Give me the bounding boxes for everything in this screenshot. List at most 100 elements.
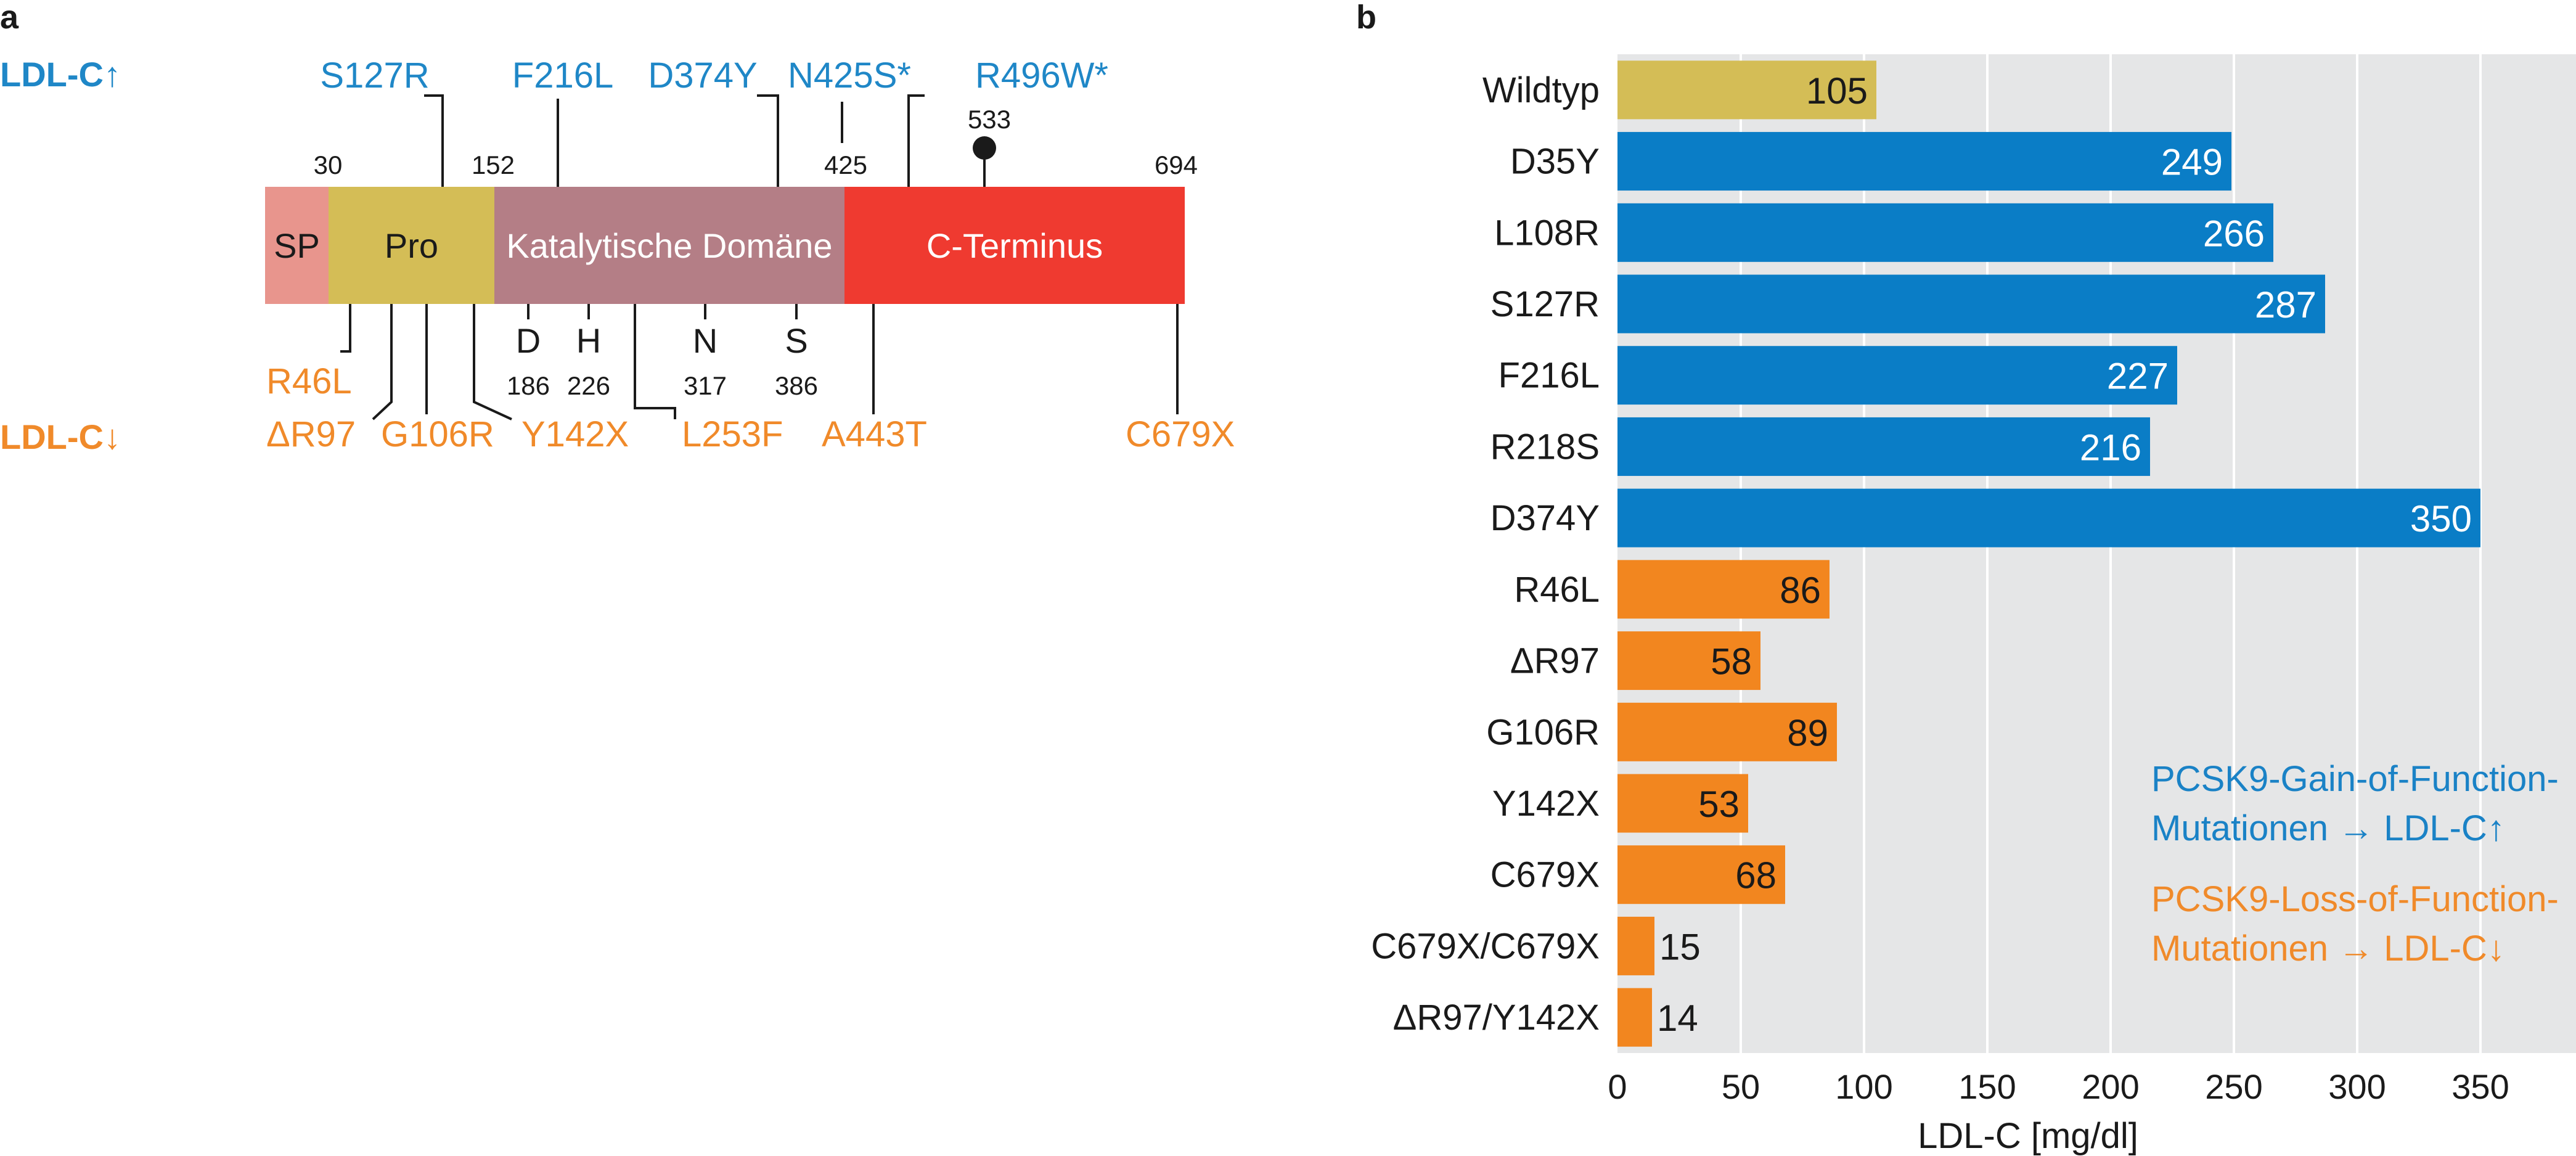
gain-mutation-label: N425S* bbox=[788, 55, 911, 96]
bar-value-label: 68 bbox=[1735, 855, 1777, 896]
boundary-label: 30 bbox=[314, 150, 343, 179]
category-label: F216L bbox=[1499, 356, 1600, 396]
legend-ldl-up: LDL-C↑ bbox=[0, 55, 121, 94]
catalytic-residue-position: 226 bbox=[567, 371, 610, 400]
bar-value-label: 86 bbox=[1780, 570, 1821, 611]
bars: Wildtyp 105 D35Y 249 L108R 266 S127R 287 F216L 22… bbox=[1371, 60, 2480, 1047]
loss-of-function-mutations: R46L ΔR97 G106R Y142X L253F A443T C679X bbox=[266, 304, 1235, 454]
loss-mutation-label: R46L bbox=[266, 361, 352, 401]
x-tick-label: 200 bbox=[2082, 1067, 2139, 1106]
domain-label: SP bbox=[274, 226, 320, 265]
loss-mutation-leader bbox=[340, 304, 351, 353]
category-label: R218S bbox=[1490, 427, 1600, 467]
bar-value-label: 287 bbox=[2255, 284, 2316, 326]
bar-value-label: 105 bbox=[1806, 70, 1868, 112]
catalytic-residue-letter: S bbox=[785, 321, 808, 360]
x-tick-label: 50 bbox=[1722, 1067, 1760, 1106]
category-label: ΔR97 bbox=[1510, 641, 1600, 681]
bar bbox=[1617, 774, 1748, 833]
gain-of-function-mutations: S127R F216L D374Y N425S* R496W* bbox=[320, 55, 1108, 187]
bar bbox=[1617, 417, 2150, 476]
bar bbox=[1617, 916, 1654, 975]
category-label: Y142X bbox=[1492, 784, 1600, 824]
boundary-label: 425 bbox=[824, 150, 867, 179]
category-label: R46L bbox=[1514, 570, 1600, 610]
domain-label: Pro bbox=[385, 226, 438, 265]
site-533-marker bbox=[973, 136, 996, 160]
catalytic-residue-letter: H bbox=[576, 321, 601, 360]
gain-mutation-leader bbox=[757, 94, 779, 187]
x-tick-label: 350 bbox=[2451, 1067, 2509, 1106]
bar-value-label: 53 bbox=[1698, 784, 1740, 825]
legend-loss-line-2: Mutationen → LDL-C↓ bbox=[2151, 928, 2505, 969]
x-tick-label: 250 bbox=[2205, 1067, 2262, 1106]
bar-value-label: 249 bbox=[2161, 142, 2223, 183]
domain-block bbox=[265, 187, 329, 304]
x-tick-label: 300 bbox=[2328, 1067, 2386, 1106]
bar bbox=[1617, 702, 1837, 761]
loss-mutation-leader bbox=[473, 304, 512, 420]
bar bbox=[1617, 60, 1876, 120]
gain-mutation-label: R496W* bbox=[975, 55, 1108, 96]
x-tick-label: 0 bbox=[1608, 1067, 1627, 1106]
x-tick-label: 100 bbox=[1835, 1067, 1892, 1106]
gain-mutation-leader bbox=[907, 94, 925, 187]
panel-b-bar-chart: b Wildtyp 105 D35Y 249 L108R 266 S127R 287 F216L… bbox=[1356, 0, 2576, 1156]
bar-value-label: 350 bbox=[2410, 498, 2472, 539]
bar-value-label: 15 bbox=[1659, 926, 1701, 967]
legend-gain-line-2: Mutationen → LDL-C↑ bbox=[2151, 808, 2505, 848]
gain-mutation-label: S127R bbox=[320, 55, 429, 96]
catalytic-residue-position: 317 bbox=[684, 371, 727, 400]
bar-value-label: 266 bbox=[2203, 213, 2265, 254]
gain-mutation-leader bbox=[424, 94, 444, 187]
site-533-label: 533 bbox=[968, 105, 1011, 134]
gain-mutation-label: F216L bbox=[512, 55, 613, 96]
category-label: Wildtyp bbox=[1482, 70, 1600, 110]
loss-mutation-label: G106R bbox=[381, 414, 494, 454]
category-label: D35Y bbox=[1510, 142, 1600, 182]
bar bbox=[1617, 631, 1760, 691]
bar bbox=[1617, 346, 2177, 405]
bar-value-label: 14 bbox=[1657, 998, 1698, 1039]
gain-mutation-label: D374Y bbox=[648, 55, 757, 96]
loss-mutation-leader bbox=[372, 304, 393, 420]
category-label: D374Y bbox=[1490, 498, 1600, 538]
domain-block bbox=[329, 187, 494, 304]
loss-mutation-label: Y142X bbox=[521, 414, 629, 454]
catalytic-residue-letter: D bbox=[516, 321, 541, 360]
domain-label: Katalytische Domäne bbox=[506, 226, 832, 265]
domain-block bbox=[494, 187, 844, 304]
loss-mutation-label: C679X bbox=[1126, 414, 1235, 454]
category-label: C679X bbox=[1490, 855, 1600, 895]
boundary-label: 152 bbox=[472, 150, 515, 179]
bar bbox=[1617, 560, 1830, 619]
bar-value-label: 216 bbox=[2080, 427, 2141, 468]
protein-domains: SP Pro Katalytische Domäne C-Terminus bbox=[265, 187, 1185, 304]
legend-ldl-down: LDL-C↓ bbox=[0, 417, 121, 456]
bar bbox=[1617, 274, 2325, 334]
domain-boundaries: 30 152 425 694 533 bbox=[314, 105, 1198, 187]
catalytic-triad-residues: D 186 H 226 N 317 S 386 bbox=[507, 304, 818, 400]
x-axis-label: LDL-C [mg/dl] bbox=[1918, 1116, 2138, 1156]
x-axis: 0 50 100 150 200 250 300 350 bbox=[1608, 1067, 2509, 1106]
bar bbox=[1617, 845, 1785, 904]
legend-gain-line-1: PCSK9-Gain-of-Function- bbox=[2151, 759, 2559, 799]
bar bbox=[1617, 132, 2231, 191]
bar bbox=[1617, 203, 2273, 262]
chart-legend: PCSK9-Gain-of-Function- Mutationen → LDL… bbox=[2151, 759, 2559, 969]
category-label: C679X/C679X bbox=[1371, 926, 1600, 966]
bar-value-label: 227 bbox=[2107, 356, 2169, 397]
boundary-label: 694 bbox=[1155, 150, 1198, 179]
panel-a-protein-diagram: a LDL-C↑ LDL-C↓ SP Pro Katalytische Domäne… bbox=[0, 0, 1235, 456]
panel-a-label: a bbox=[0, 0, 19, 36]
catalytic-residue-letter: N bbox=[693, 321, 718, 360]
category-label: G106R bbox=[1486, 712, 1600, 752]
panel-b-label: b bbox=[1356, 0, 1376, 36]
legend-loss-line-1: PCSK9-Loss-of-Function- bbox=[2151, 879, 2559, 919]
catalytic-residue-position: 386 bbox=[775, 371, 818, 400]
category-label: ΔR97/Y142X bbox=[1393, 998, 1600, 1038]
loss-mutation-label: A443T bbox=[822, 414, 927, 454]
category-label: S127R bbox=[1490, 284, 1600, 324]
bar-value-label: 58 bbox=[1711, 641, 1752, 683]
